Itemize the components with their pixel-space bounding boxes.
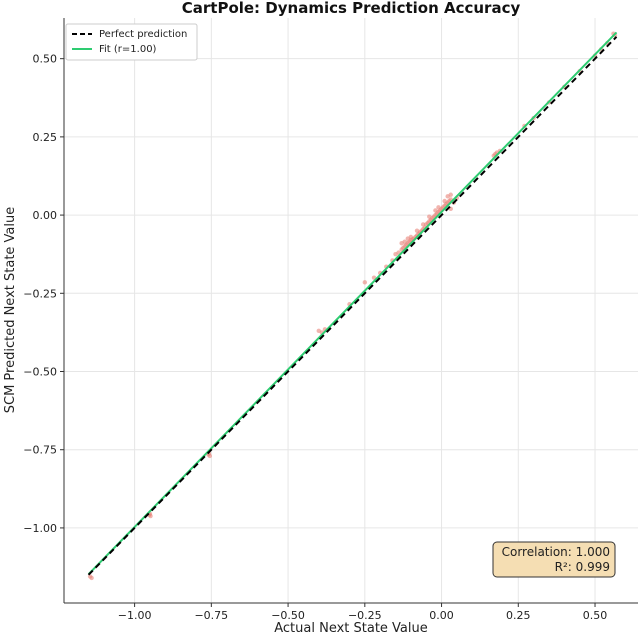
data-point [399, 241, 404, 246]
x-axis-label: Actual Next State Value [274, 621, 428, 636]
data-point [436, 205, 441, 210]
x-tick-label: −0.75 [194, 609, 228, 622]
data-point [87, 574, 93, 579]
reference-lines [87, 31, 618, 576]
legend-perfect-label: Perfect prediction [99, 29, 187, 40]
data-point [420, 222, 426, 227]
x-tick-label: −0.25 [348, 609, 382, 622]
data-point [448, 192, 453, 197]
y-tick-label: 0.25 [33, 131, 58, 144]
legend-box [65, 23, 198, 61]
y-axis-label: SCM Predicted Next State Value [3, 207, 18, 414]
chart-title: CartPole: Dynamics Prediction Accuracy [182, 0, 521, 17]
legend: Perfect prediction Fit (r=1.00) [65, 23, 198, 61]
axes [60, 18, 638, 607]
stats-box-background [492, 541, 616, 578]
data-point [442, 198, 447, 204]
stats-correlation: Correlation: 1.000 [502, 545, 610, 559]
data-point [427, 214, 432, 219]
y-tick-label: −0.75 [23, 444, 57, 457]
y-tick-label: 0.00 [33, 209, 58, 222]
stats-box: Correlation: 1.000 R²: 0.999 [492, 541, 616, 578]
data-point [414, 228, 420, 233]
x-tick-label: −1.00 [118, 609, 152, 622]
data-point [433, 208, 438, 213]
y-tick-label: −1.00 [23, 522, 57, 535]
legend-fit-label: Fit (r=1.00) [99, 44, 157, 55]
y-tick-label: −0.50 [23, 366, 57, 379]
perfect-prediction-line [87, 36, 618, 576]
x-tick-label: 0.00 [429, 609, 454, 622]
y-tick-label: −0.25 [23, 287, 57, 300]
data-point [405, 236, 410, 241]
stats-r-squared: R²: 0.999 [555, 560, 610, 574]
x-tick-label: −0.50 [271, 609, 305, 622]
x-tick-label: 0.25 [506, 609, 531, 622]
grid [64, 18, 638, 603]
fit-line [87, 31, 618, 575]
data-point [362, 280, 368, 285]
x-tick-label: 0.50 [583, 609, 608, 622]
y-tick-label: 0.50 [33, 53, 58, 66]
tick-labels: −1.00 −0.75 −0.50 −0.25 0.00 0.25 0.50 −1.00 −0.… [23, 53, 607, 622]
